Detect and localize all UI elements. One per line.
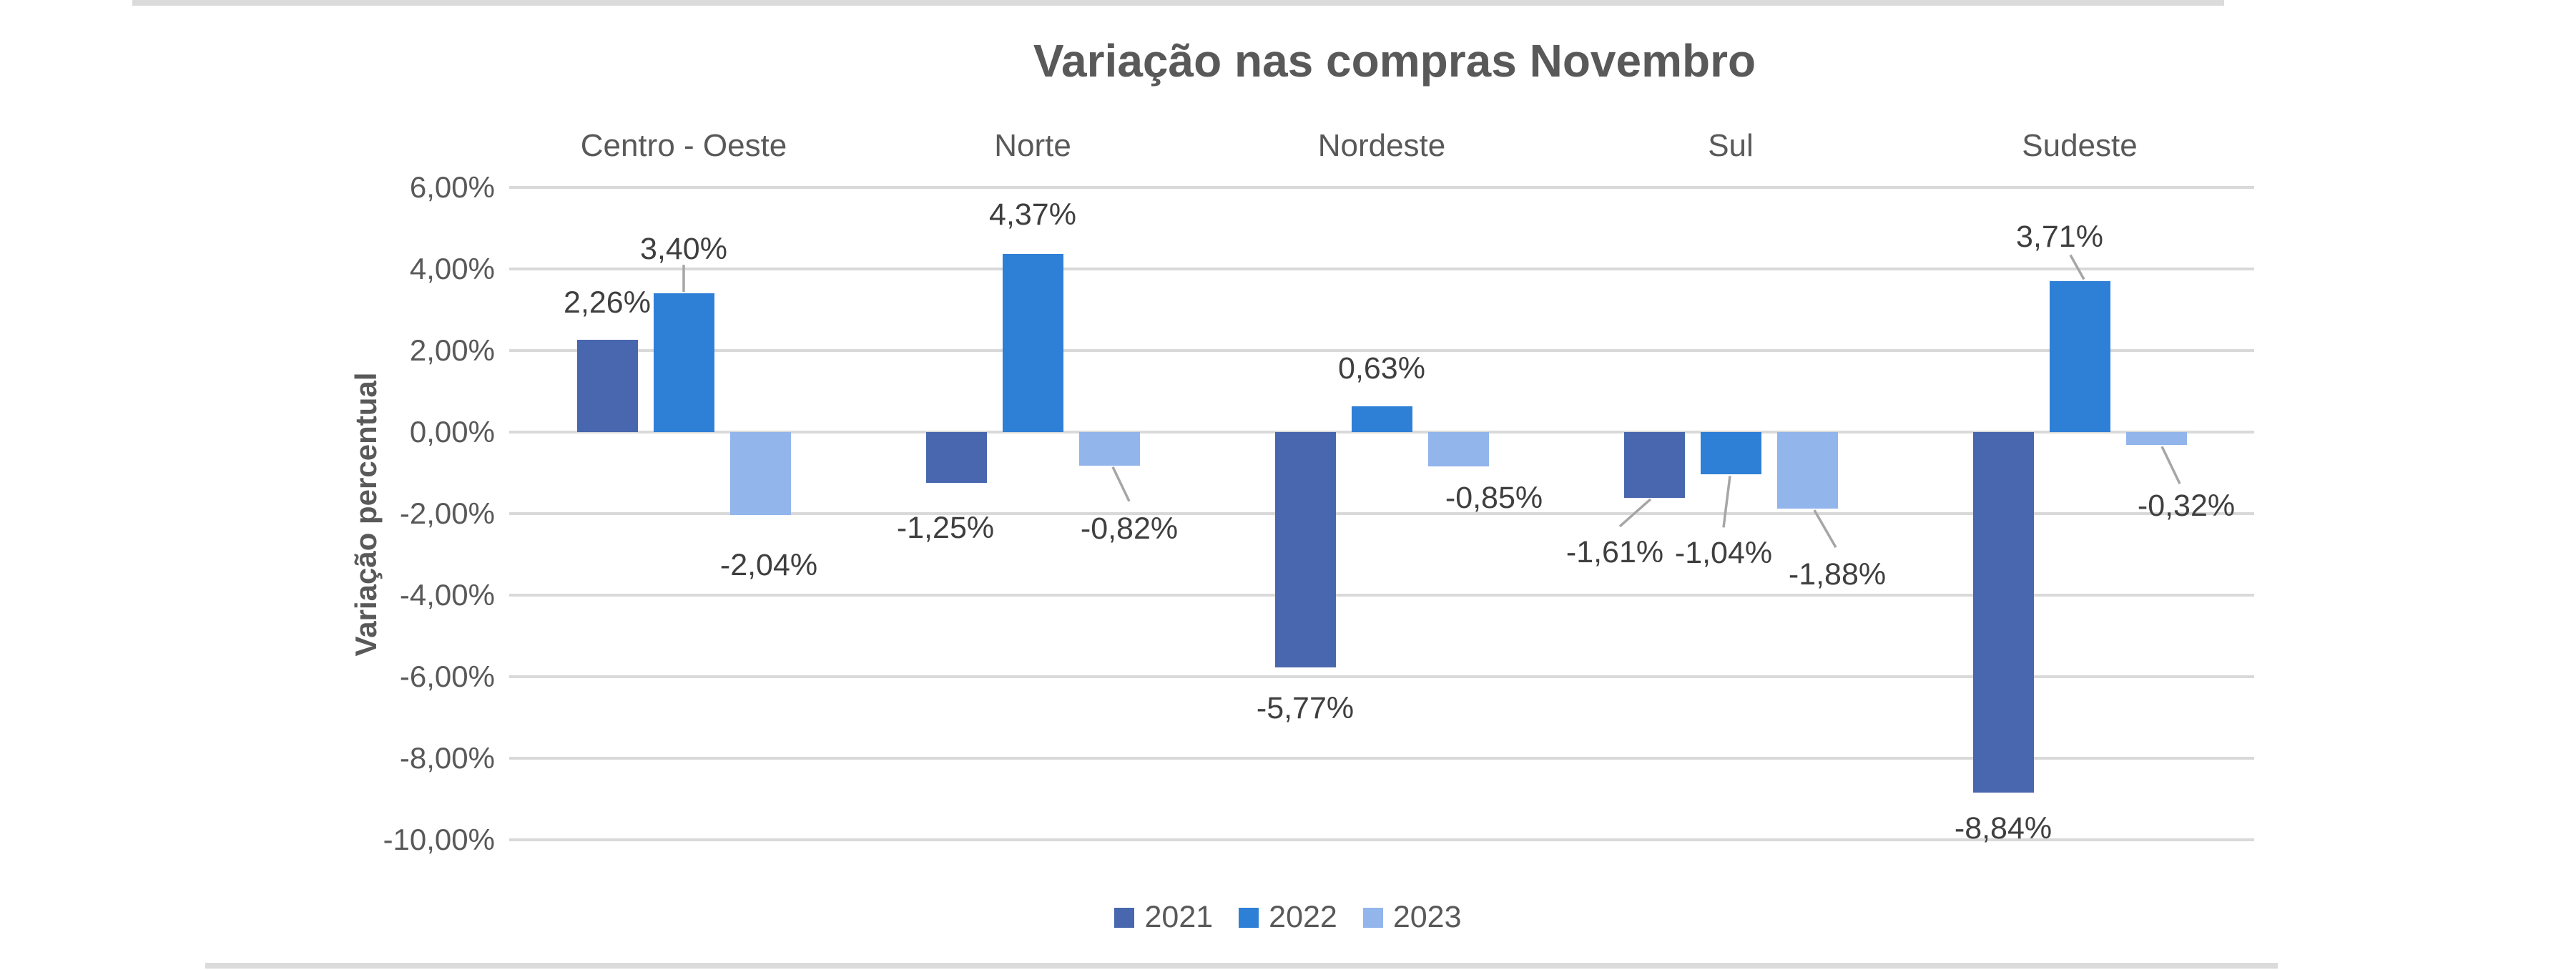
data-label-2021-norte: -1,25% [896,511,995,546]
y-tick--10,00%: -10,00% [383,823,495,856]
y-tick--8,00%: -8,00% [399,741,495,775]
legend: 2021 2022 2023 [0,900,2576,935]
bar-2022-nordeste [1351,406,1412,432]
data-label-2023-sudeste: -0,32% [2137,489,2236,524]
bar-2021-sul [1623,432,1685,498]
bar-2021-centro-oeste [576,340,638,432]
y-tick-0,00%: 0,00% [409,415,495,449]
category-label-nordeste: Nordeste [1317,128,1446,163]
chart-title: Variação nas compras Novembro [1033,35,1756,87]
gridline-0,00% [509,431,2254,433]
data-label-2022-sul: -1,04% [1674,536,1773,571]
bar-2023-nordeste [1427,432,1489,467]
bottom-border-line [205,963,2278,969]
data-label-2023-centro-oeste: -2,04% [719,548,818,583]
category-label-centro-oeste: Centro - Oeste [580,128,787,163]
y-tick-4,00%: 4,00% [409,252,495,285]
bar-2023-sul [1776,432,1838,509]
legend-label-2023: 2023 [1392,900,1462,934]
data-label-2021-nordeste: -5,77% [1256,690,1355,725]
y-tick--6,00%: -6,00% [399,660,495,693]
bar-2022-norte [1002,253,1063,432]
bar-2022-centro-oeste [653,293,714,432]
data-label-2022-norte: 4,37% [989,197,1076,232]
legend-label-2022: 2022 [1269,900,1337,934]
legend-swatch-2023 [1362,907,1383,928]
y-tick--4,00%: -4,00% [399,578,495,612]
data-label-2023-sul: -1,88% [1788,557,1887,592]
legend-swatch-2022 [1239,907,1259,928]
data-label-2021-sudeste: -8,84% [1954,810,2053,846]
bar-2021-norte [925,432,987,484]
y-tick--2,00%: -2,00% [399,496,495,530]
gridline--8,00% [509,757,2254,760]
bar-2022-sul [1700,432,1761,475]
y-tick-2,00%: 2,00% [409,333,495,367]
legend-item-2021: 2021 [1114,900,1213,935]
bar-2023-norte [1078,432,1140,466]
legend-item-2023: 2023 [1362,900,1462,935]
legend-label-2021: 2021 [1144,900,1214,934]
top-border-line [132,0,2224,6]
bar-2021-sudeste [1972,432,2034,793]
y-tick-6,00%: 6,00% [409,170,495,204]
data-label-2022-nordeste: 0,63% [1338,351,1425,386]
gridline-6,00% [509,186,2254,189]
data-label-2023-nordeste: -0,85% [1445,481,1543,516]
data-label-2022-centro-oeste: 3,40% [640,232,727,267]
bar-2021-nordeste [1274,432,1336,667]
data-label-2022-sudeste: 3,71% [2016,219,2103,254]
gridline--10,00% [509,838,2254,841]
gridline--4,00% [509,594,2254,597]
data-label-2021-centro-oeste: 2,26% [564,285,651,320]
gridline--2,00% [509,512,2254,515]
category-label-sul: Sul [1708,128,1754,163]
gridline-2,00% [509,349,2254,352]
gridline--6,00% [509,675,2254,678]
category-label-sudeste: Sudeste [2022,128,2138,163]
gridline-4,00% [509,268,2254,270]
legend-swatch-2021 [1114,907,1135,928]
bar-2023-sudeste [2125,432,2187,446]
bar-2023-centro-oeste [729,432,791,516]
category-label-norte: Norte [994,128,1071,163]
bar-2022-sudeste [2049,280,2110,432]
data-label-2023-norte: -0,82% [1080,511,1179,546]
data-label-2021-sul: -1,61% [1565,534,1664,569]
legend-item-2022: 2022 [1239,900,1337,935]
